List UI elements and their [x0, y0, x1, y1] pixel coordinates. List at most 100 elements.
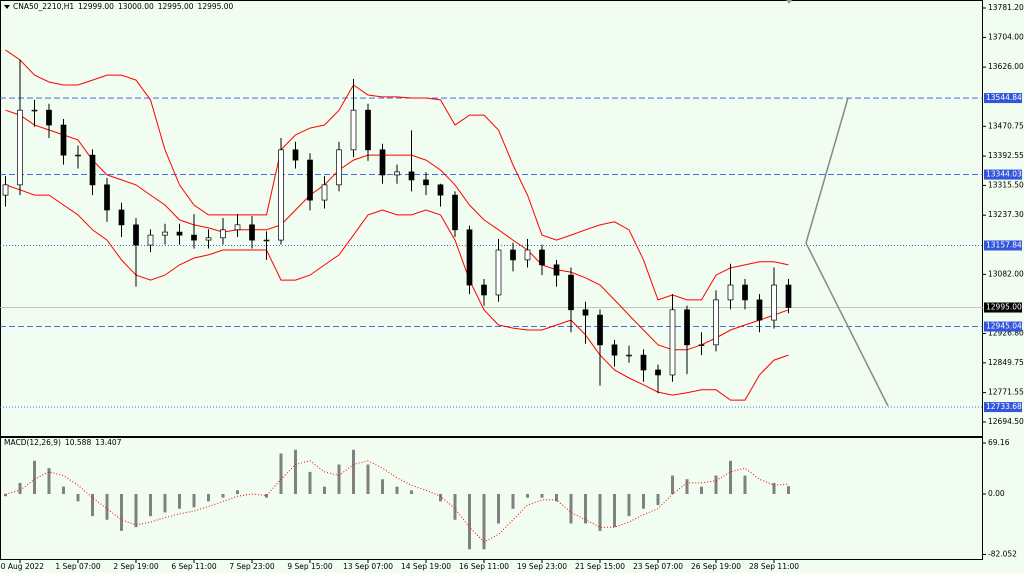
candle-body — [104, 184, 110, 211]
macd-bar — [76, 494, 80, 502]
candle-body — [597, 314, 603, 346]
candle-body — [626, 354, 632, 357]
macd-bar — [207, 494, 210, 502]
bollinger-band — [5, 109, 789, 351]
x-tick-label: 2 Sep 19:00 — [113, 562, 159, 571]
macd-bar — [685, 479, 689, 495]
macd-bar — [18, 482, 22, 495]
level-label-box — [984, 169, 1022, 180]
shift-marker[interactable] — [786, 0, 792, 4]
x-tick-label: 28 Sep 11:00 — [749, 562, 799, 571]
macd-bar — [540, 494, 544, 498]
candle-body — [742, 284, 748, 301]
macd-bar — [62, 486, 65, 495]
macd-bar — [497, 494, 500, 524]
level-label-box — [984, 93, 1022, 104]
candle-body — [31, 109, 38, 112]
macd-bar — [468, 494, 471, 550]
candle-body — [2, 184, 9, 196]
macd-bar — [265, 494, 268, 498]
chart-header: CNA50_2210,H1 12999.00 13000.00 12995.00 129… — [13, 2, 234, 11]
y-tick-label: 13704.00 — [988, 32, 1024, 41]
macd-bar — [323, 486, 326, 495]
macd-bar — [134, 494, 138, 528]
x-tick-label: 7 Sep 23:00 — [229, 562, 275, 571]
level-label-box — [984, 240, 1022, 251]
macd-bar — [120, 494, 123, 531]
y-tick-label: 69.16 — [988, 438, 1010, 447]
candle-body — [713, 299, 719, 346]
candle-body — [423, 179, 429, 186]
level-label: 12995.00 — [986, 303, 1022, 312]
signal-line — [5, 460, 789, 543]
candle-body — [205, 237, 212, 241]
candle-body — [249, 224, 255, 241]
candle-body — [118, 209, 125, 226]
arrow-down — [805, 242, 889, 407]
candle-body — [263, 239, 270, 242]
bollinger-band — [5, 49, 789, 301]
macd-bar — [787, 486, 790, 495]
candle-body — [60, 124, 67, 156]
candle-body — [220, 229, 226, 239]
y-tick-label: 13315.50 — [988, 180, 1024, 189]
y-tick-label: 12694.50 — [988, 417, 1024, 426]
quote-close: 12995.00 — [198, 2, 234, 11]
level-label-box — [984, 402, 1022, 413]
x-tick-label: 13 Sep 07:00 — [343, 562, 393, 571]
macd-bar — [439, 494, 442, 502]
candle-body — [771, 284, 777, 321]
macd-bar — [178, 494, 181, 509]
candle-body — [611, 344, 618, 356]
symbol: CNA50_2210,H1 — [13, 2, 74, 11]
macd-bar — [4, 494, 7, 497]
y-tick-label: 13082.00 — [988, 269, 1024, 278]
arrow-up — [805, 97, 849, 244]
candle-body — [408, 171, 415, 181]
candle-body — [365, 109, 371, 151]
candle-body — [669, 309, 676, 376]
x-tick-label: 9 Sep 15:00 — [287, 562, 333, 571]
menu-triangle[interactable] — [4, 5, 10, 9]
candle-body — [234, 224, 241, 231]
macd-bar — [700, 486, 703, 495]
x-tick-label: 14 Sep 19:00 — [401, 562, 451, 571]
macd-header: MACD(12,26,9) 10.588 13.407 — [4, 438, 122, 447]
macd-bar — [410, 490, 413, 495]
candle-body — [495, 249, 502, 296]
macd-bar — [366, 464, 370, 495]
macd-bar — [642, 494, 645, 509]
macd-bar — [743, 475, 747, 495]
x-tick-label: 19 Sep 23:00 — [517, 562, 567, 571]
macd-bar — [337, 464, 341, 495]
y-tick-label: 13392.55 — [988, 151, 1024, 160]
y-tick-label: 0.00 — [988, 489, 1005, 498]
candle-body — [466, 229, 473, 286]
y-tick-label: 13781.20 — [988, 3, 1024, 12]
macd-bar — [555, 494, 558, 502]
macd-bar — [569, 494, 573, 524]
macd-bar — [149, 494, 152, 517]
candle-body — [727, 284, 734, 301]
macd-bar — [294, 449, 297, 495]
macd-bar — [33, 460, 36, 495]
macd-bar — [453, 494, 457, 520]
candle-body — [75, 154, 81, 157]
candle-body — [162, 231, 168, 236]
macd-bar — [105, 494, 109, 520]
candle-body — [307, 159, 313, 201]
level-label: 13344.03 — [986, 170, 1022, 179]
candle-body — [321, 184, 328, 201]
y-tick-label: 12771.55 — [988, 388, 1024, 397]
macd-bar — [381, 479, 384, 495]
level-label: 13157.84 — [986, 240, 1022, 249]
candle-body — [46, 109, 52, 126]
candle-body — [582, 309, 589, 316]
macd-bar — [714, 475, 718, 495]
macd-bar — [729, 460, 732, 495]
candle-body — [640, 354, 647, 371]
macd-bar — [221, 494, 225, 498]
candle-body — [379, 149, 386, 176]
